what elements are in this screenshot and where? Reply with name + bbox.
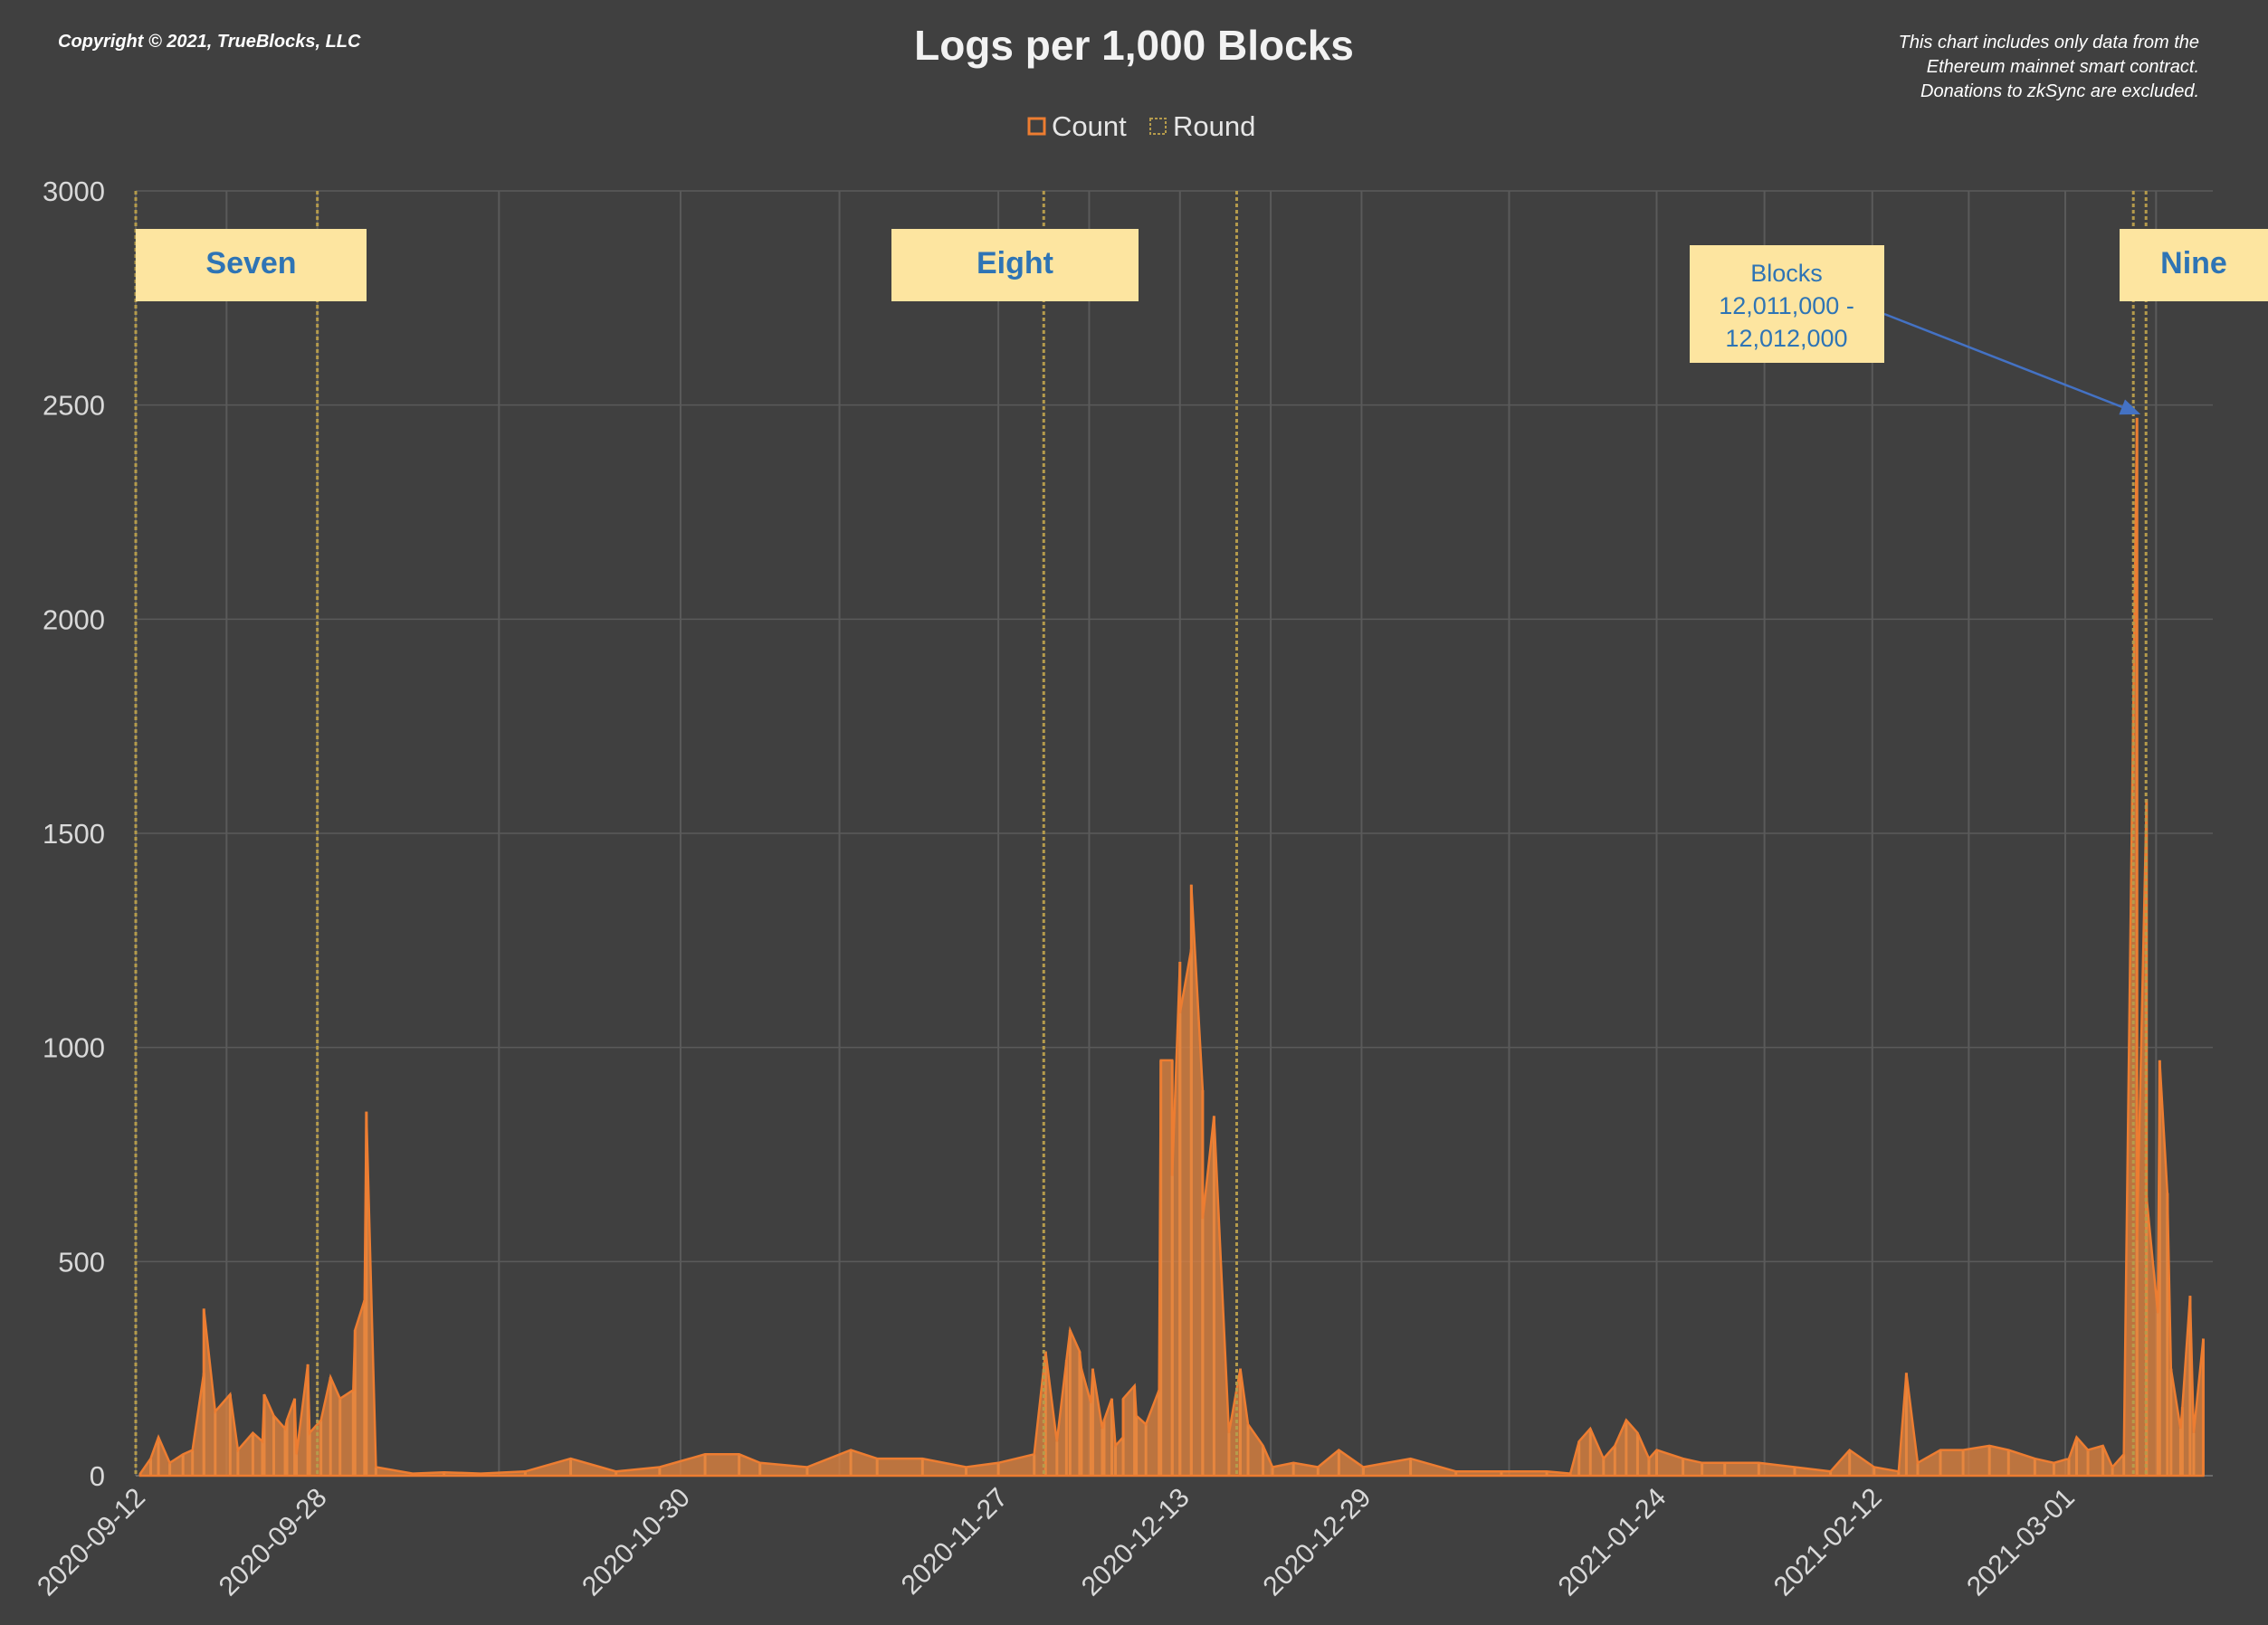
chart-note-line: Donations to zkSync are excluded. (1920, 81, 2199, 101)
callout-line: 12,012,000 (1725, 325, 1847, 352)
round-label-box (136, 229, 367, 301)
callout: Blocks 12,011,000 - 12,012,000 (1690, 245, 2141, 415)
y-tick-label: 1000 (43, 1032, 105, 1064)
round-label-box (2120, 229, 2268, 301)
y-tick-label: 0 (90, 1460, 105, 1492)
y-tick-label: 1500 (43, 818, 105, 850)
round-label: Eight (977, 246, 1053, 280)
legend-swatch-round (1149, 118, 1167, 135)
copyright-text: Copyright © 2021, TrueBlocks, LLC (58, 32, 361, 52)
callout-box (1690, 245, 1884, 363)
chart-note-line: This chart includes only data from the (1899, 33, 2199, 52)
callout-arrowhead (2119, 399, 2141, 415)
round-label: Nine (2160, 246, 2227, 280)
round-label: Seven (205, 246, 296, 280)
legend: Count Round (1027, 110, 1255, 142)
chart-title: Logs per 1,000 Blocks (914, 22, 1354, 69)
count-area (138, 417, 2205, 1478)
callout-line: 12,011,000 - (1719, 292, 1854, 319)
chart-note: This chart includes only data from the E… (1899, 33, 2199, 101)
y-axis-ticks: 0 500 1000 1500 2000 2500 3000 (43, 176, 105, 1492)
callout-arrow (1883, 312, 2123, 408)
legend-label-round: Round (1173, 110, 1255, 142)
legend-label-count: Count (1052, 110, 1127, 142)
y-tick-label: 500 (58, 1246, 105, 1278)
round-markers: Seven Eight Nine (134, 191, 2268, 1476)
round-label-box (891, 229, 1139, 301)
chart-note-line: Ethereum mainnet smart contract. (1927, 57, 2199, 77)
y-tick-label: 2500 (43, 390, 105, 422)
y-tick-label: 3000 (43, 176, 105, 207)
legend-swatch-count (1027, 117, 1046, 136)
callout-line: Blocks (1750, 260, 1823, 287)
y-tick-label: 2000 (43, 603, 105, 635)
